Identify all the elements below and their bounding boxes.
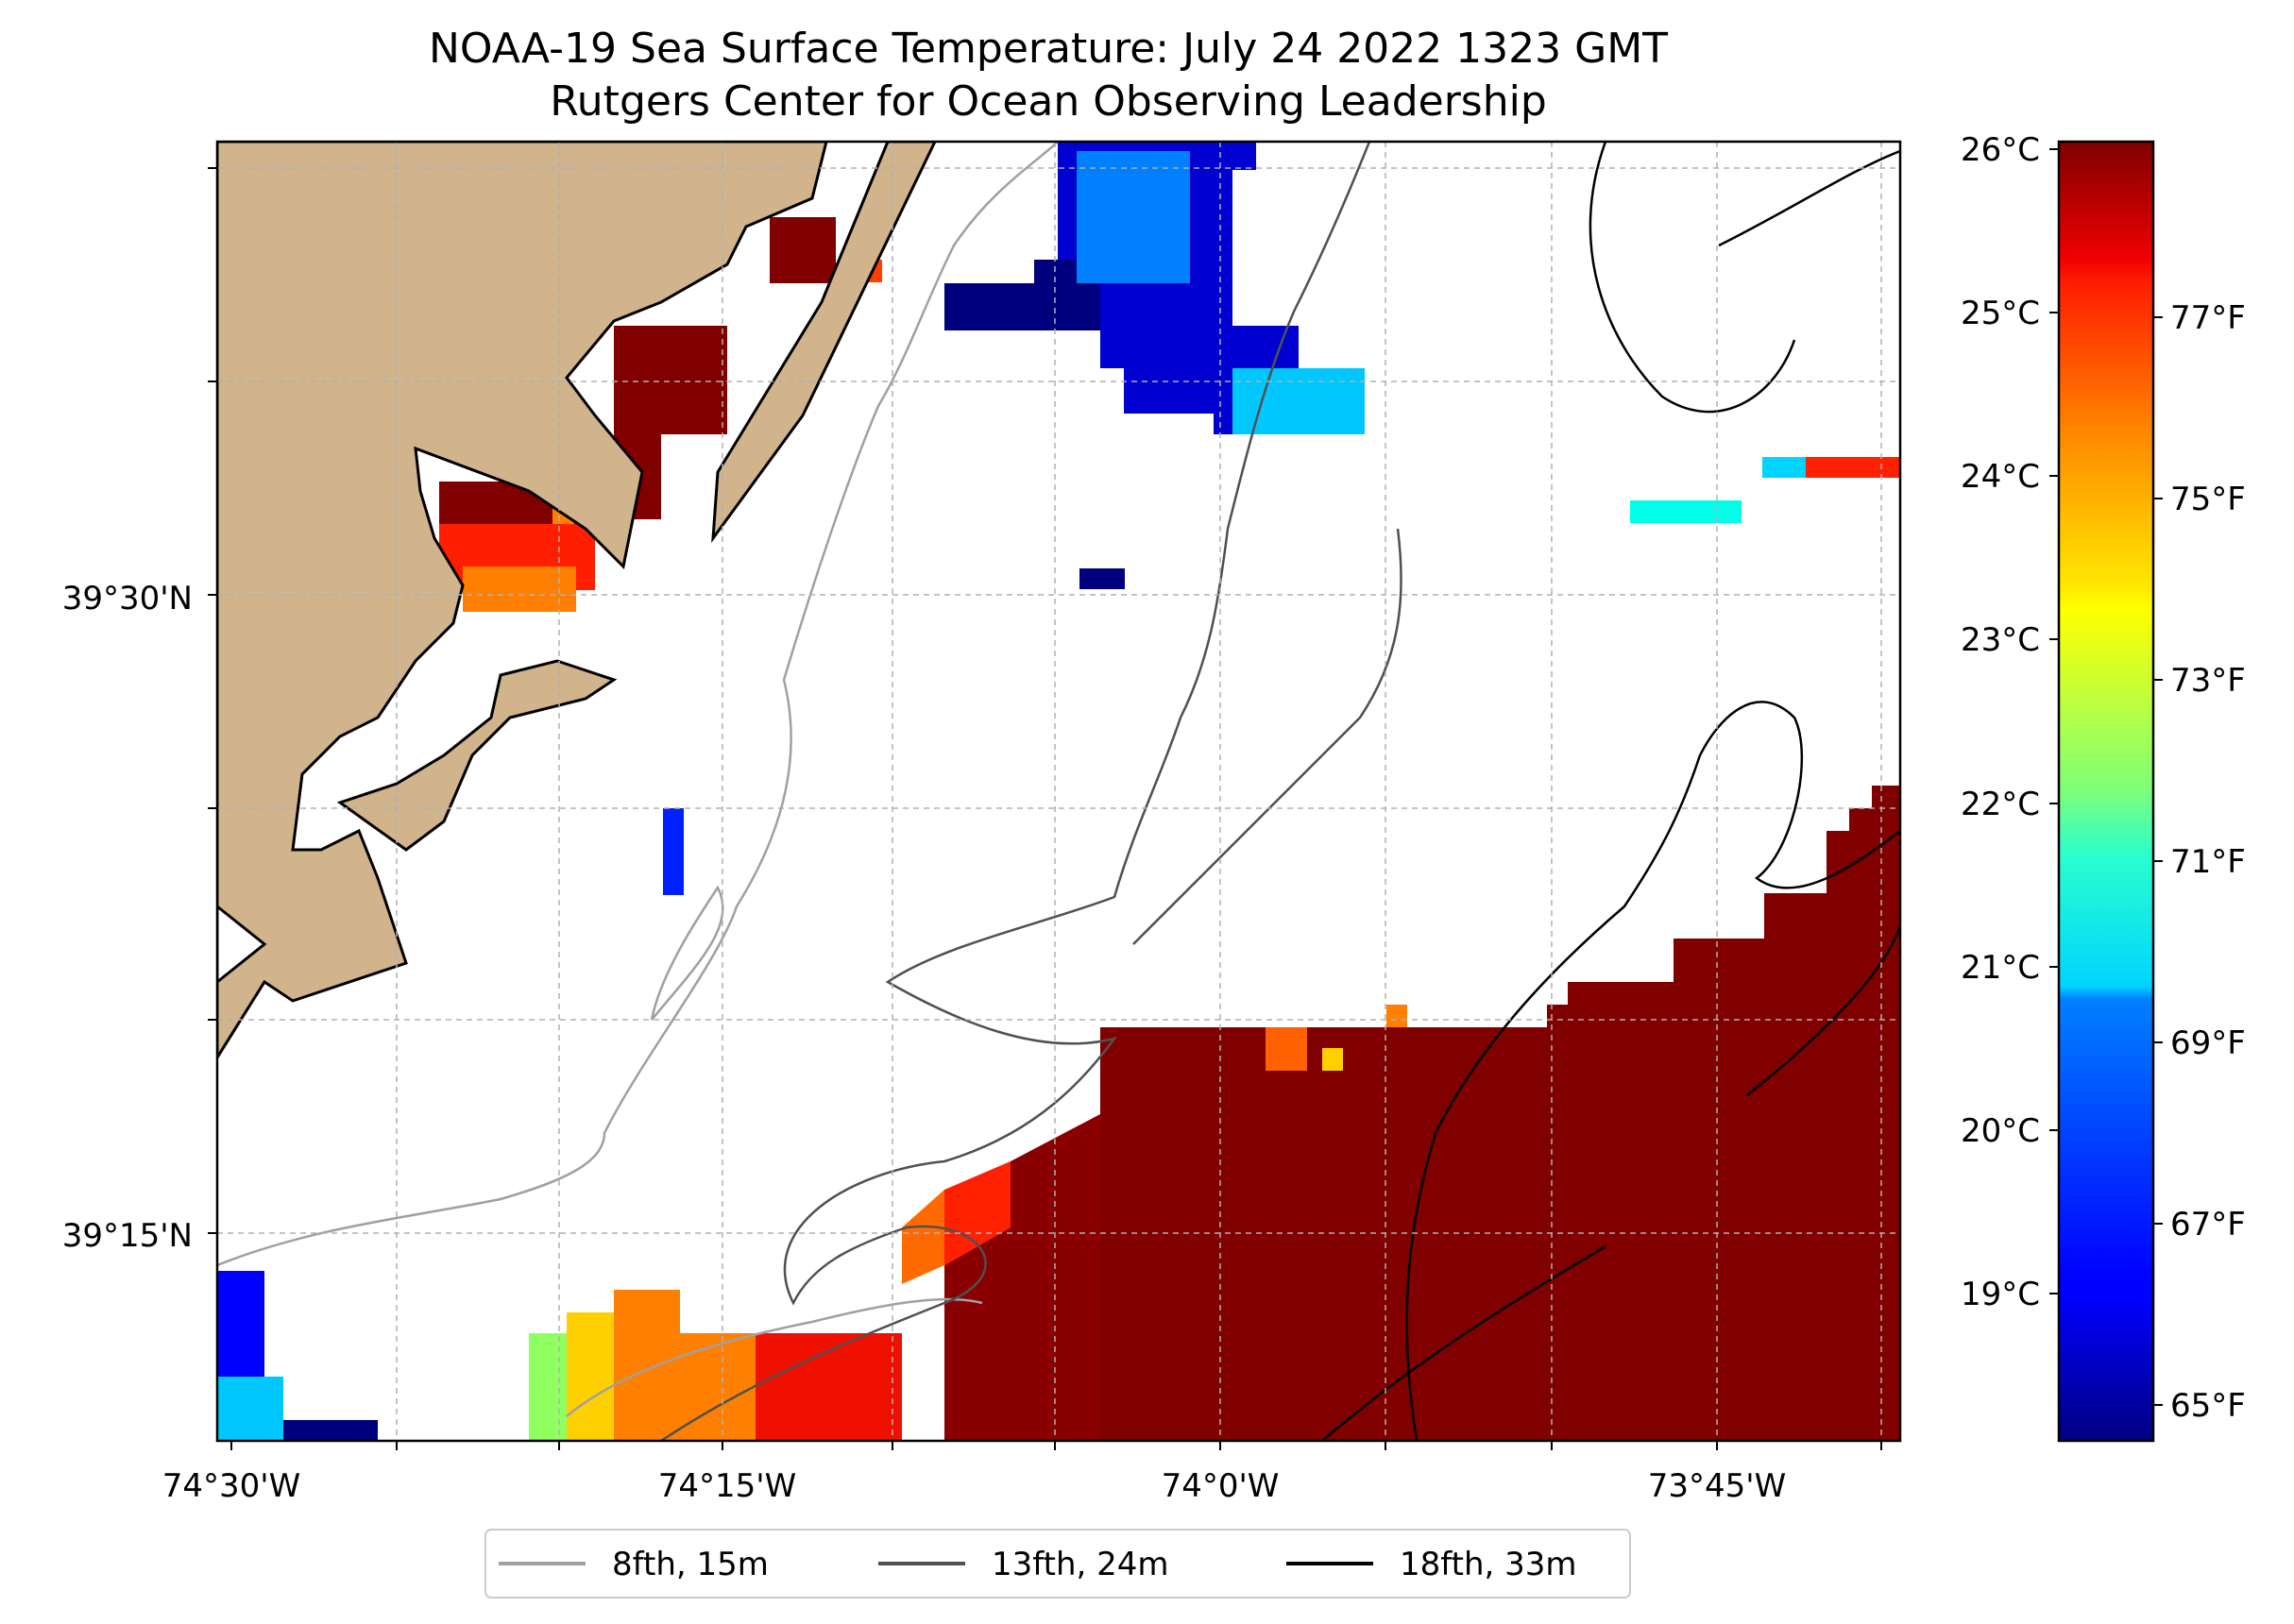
lat-label: 39°30'N bbox=[62, 580, 193, 617]
legend-box bbox=[484, 1529, 1631, 1599]
colorbar-celsius-label: 25°C bbox=[1961, 295, 2040, 332]
contour-33m bbox=[1405, 701, 1900, 1441]
sst-patch bbox=[217, 1377, 283, 1441]
contour-15m bbox=[650, 885, 724, 1021]
sst-southern-green bbox=[529, 1333, 567, 1441]
land bbox=[217, 142, 828, 1060]
colorbar-fahrenheit-label: 75°F bbox=[2170, 481, 2246, 518]
colorbar-gradient bbox=[2057, 140, 2155, 1443]
sst-patch bbox=[1266, 1027, 1307, 1071]
lon-label: 73°45'W bbox=[1648, 1467, 1787, 1505]
contour-24m bbox=[1132, 528, 1402, 945]
colorbar: 26°C 25°C 24°C 23°C 22°C 21°C 20°C 19°C … bbox=[1961, 131, 2246, 1443]
sst-warm-band bbox=[944, 1114, 1100, 1441]
land-spit bbox=[336, 659, 618, 852]
legend-label: 18fth, 33m bbox=[1400, 1546, 1577, 1583]
map-area bbox=[217, 142, 1900, 1441]
sst-patch bbox=[1386, 1005, 1407, 1027]
sst-coastal-patch bbox=[439, 217, 836, 548]
map-subtitle: Rutgers Center for Ocean Observing Leade… bbox=[550, 77, 1547, 126]
sst-layer bbox=[217, 142, 1900, 1441]
bathymetry-contours bbox=[217, 142, 1900, 1441]
sst-patch bbox=[663, 808, 684, 895]
sst-cold-patch bbox=[944, 142, 1365, 434]
lon-label: 74°30'W bbox=[162, 1467, 301, 1505]
colorbar-celsius-label: 19°C bbox=[1961, 1276, 2040, 1313]
legend-label: 8fth, 15m bbox=[612, 1546, 769, 1583]
contour-24m bbox=[660, 142, 1371, 1441]
sst-patch bbox=[1806, 457, 1900, 478]
axis-ticks bbox=[208, 167, 1882, 1450]
colorbar-fahrenheit-label: 65°F bbox=[2170, 1387, 2246, 1425]
contour-33m bbox=[1746, 924, 1900, 1096]
barrier-island bbox=[711, 142, 937, 544]
sst-cyan-patch bbox=[1232, 368, 1365, 434]
contour-15m bbox=[566, 1297, 983, 1417]
map-frame bbox=[215, 140, 1902, 1443]
sst-patch bbox=[1322, 1048, 1343, 1071]
lat-label: 39°15'N bbox=[62, 1217, 193, 1255]
colorbar-celsius-label: 23°C bbox=[1961, 621, 2040, 659]
gridlines bbox=[217, 142, 1900, 1441]
colorbar-fahrenheit-label: 71°F bbox=[2170, 843, 2246, 881]
sst-patch bbox=[1762, 457, 1806, 478]
sst-red-band bbox=[944, 1161, 1011, 1265]
colorbar-celsius-label: 20°C bbox=[1961, 1112, 2040, 1150]
colorbar-ticks bbox=[2049, 148, 2163, 1406]
colorbar-fahrenheit-label: 77°F bbox=[2170, 299, 2246, 337]
colorbar-celsius-label: 22°C bbox=[1961, 786, 2040, 823]
lon-label: 74°0'W bbox=[1162, 1467, 1280, 1505]
contour-33m bbox=[1321, 1244, 1606, 1441]
colorbar-fahrenheit-label: 73°F bbox=[2170, 662, 2246, 700]
sst-southern-orange bbox=[614, 1290, 756, 1441]
sst-blue-patch bbox=[1077, 151, 1190, 283]
land-inlet bbox=[217, 905, 267, 984]
sst-patch bbox=[1079, 568, 1125, 589]
map-title: NOAA-19 Sea Surface Temperature: July 24… bbox=[429, 25, 1668, 73]
sst-coastal-orange bbox=[463, 502, 576, 612]
lon-label: 74°15'W bbox=[658, 1467, 797, 1505]
colorbar-fahrenheit-label: 69°F bbox=[2170, 1024, 2246, 1062]
legend-label: 13fth, 24m bbox=[992, 1546, 1169, 1583]
sst-warm-region bbox=[1100, 786, 1900, 1441]
contour-15m bbox=[217, 142, 1059, 1267]
colorbar-fahrenheit-label: 67°F bbox=[2170, 1206, 2246, 1243]
legend: 8fth, 15m 13fth, 24m 18fth, 33m bbox=[484, 1529, 1631, 1599]
colorbar-celsius-label: 24°C bbox=[1961, 458, 2040, 496]
contour-33m bbox=[1718, 149, 1900, 247]
colorbar-celsius-label: 26°C bbox=[1961, 131, 2040, 169]
sst-southern-yellow bbox=[567, 1312, 614, 1441]
sst-patch bbox=[1630, 500, 1742, 523]
colorbar-celsius-label: 21°C bbox=[1961, 949, 2040, 987]
sst-patch bbox=[283, 1420, 378, 1441]
sst-orange-band bbox=[902, 1190, 944, 1284]
contour-33m bbox=[1589, 142, 1796, 414]
sst-cold-core bbox=[944, 260, 1100, 330]
